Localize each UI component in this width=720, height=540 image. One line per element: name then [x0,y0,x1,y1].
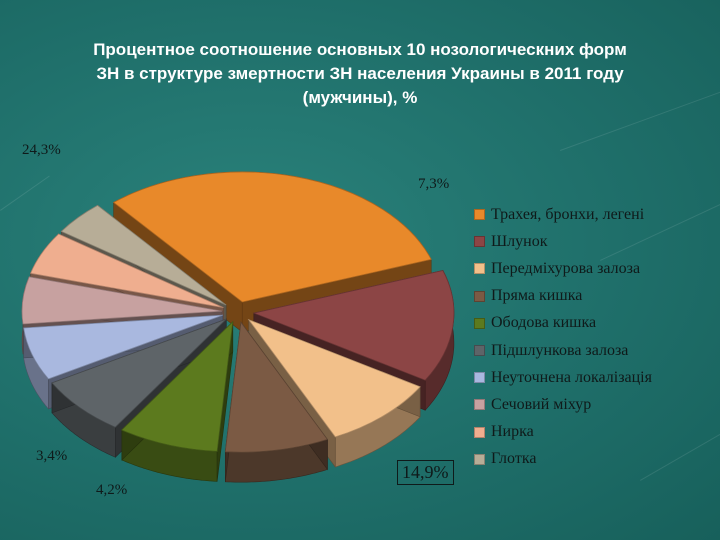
legend-item: Передміхурова залоза [474,255,652,282]
data-label-trachea: 24,3% [22,142,61,158]
legend-swatch [474,345,485,357]
pie-slice [60,204,227,306]
legend-item: Неуточнена локалізація [474,364,652,391]
pie-slice [252,270,455,381]
legend-label: Підшлункова залоза [491,341,629,359]
chart-title-line-3: (мужчины), % [302,88,418,107]
legend-swatch [474,399,485,411]
pie-slice [21,276,223,325]
legend-item: Ободова кишка [474,310,652,337]
chart-title: Процентное соотношение основных 10 нозол… [30,38,690,110]
legend-swatch [474,290,485,302]
legend-label: Ободова кишка [491,314,597,332]
pie-slice [23,314,223,380]
chart-title-line-2: ЗН в структуре змертности ЗН населения У… [96,64,624,83]
legend-item: Сечовий міхур [474,391,652,418]
data-label-pharynx: 3,4% [36,448,68,464]
chart-legend: Трахея, бронхи, легені Шлунок Передміхуров… [474,201,652,473]
legend-swatch [474,236,485,248]
legend-item: Підшлункова залоза [474,337,652,364]
legend-label: Передміхурова залоза [491,259,641,277]
legend-swatch [474,372,485,384]
legend-label: Неуточнена локалізація [491,368,652,386]
data-label-prostate: 7,3% [418,176,450,192]
legend-swatch [474,453,485,465]
legend-label: Сечовий міхур [491,395,592,413]
legend-item: Шлунок [474,228,652,255]
legend-label: Трахея, бронхи, легені [491,205,645,223]
legend-swatch [474,263,485,275]
pie-slice [224,321,329,453]
legend-item: Нирка [474,419,652,446]
data-label-kidney: 4,2% [96,482,128,498]
pie-slice [247,318,421,438]
legend-item: Глотка [474,446,652,473]
legend-swatch [474,317,485,329]
legend-swatch [474,426,485,438]
chart-title-line-1: Процентное соотношение основных 10 нозол… [93,40,627,59]
legend-label: Нирка [491,423,534,441]
pie-slice [51,318,227,428]
data-label-boxed: 14,9% [397,460,454,485]
legend-label: Пряма кишка [491,287,583,305]
pie-slice [112,171,432,303]
legend-item: Трахея, бронхи, легені [474,201,652,228]
legend-swatch [474,209,485,221]
legend-item: Пряма кишка [474,283,652,310]
legend-label: Шлунок [491,232,548,250]
pie-slice [30,233,224,309]
legend-label: Глотка [491,450,537,468]
pie-slice [121,320,234,452]
